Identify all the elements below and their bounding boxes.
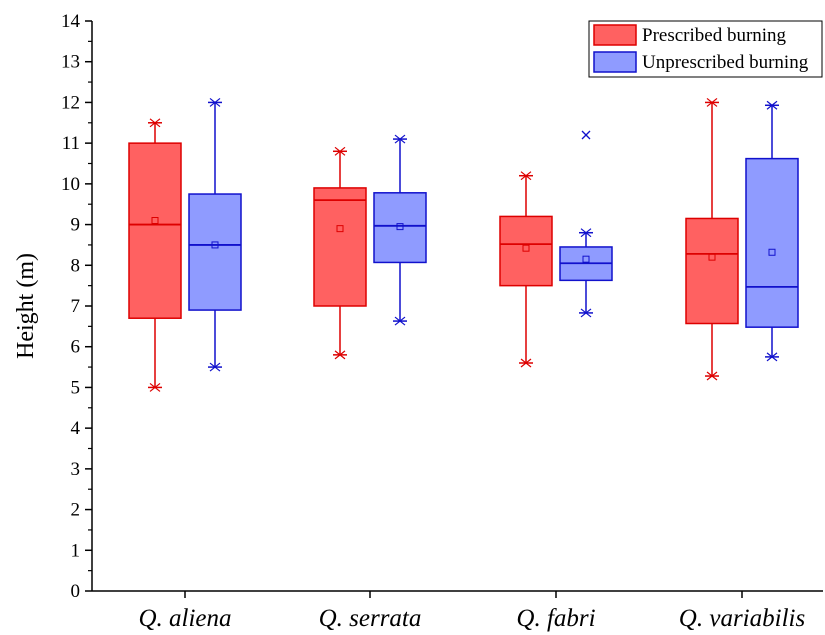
legend: Prescribed burning Unprescribed burning xyxy=(588,20,823,78)
box-1-3 xyxy=(745,100,799,362)
box-iqr xyxy=(745,157,799,328)
y-tick-label: 0 xyxy=(71,581,81,602)
whisker-cap-max xyxy=(579,228,593,238)
box-0-1 xyxy=(313,146,367,360)
box-iqr xyxy=(128,142,182,319)
y-tick-label: 7 xyxy=(71,296,81,317)
mean-marker xyxy=(708,253,716,261)
y-tick-label: 9 xyxy=(71,215,81,236)
y-tick-label: 5 xyxy=(71,377,81,398)
mean-marker xyxy=(336,225,344,233)
mean-marker xyxy=(582,255,590,263)
y-tick-label: 1 xyxy=(71,540,81,561)
box-iqr xyxy=(685,217,739,325)
box-0-2 xyxy=(499,171,553,368)
box-iqr xyxy=(313,187,367,307)
legend-label: Unprescribed burning xyxy=(642,52,809,73)
whisker-cap-min xyxy=(208,362,222,372)
y-tick-label: 8 xyxy=(71,255,81,276)
x-category-label: Q. fabri xyxy=(516,605,595,632)
legend-label: Prescribed burning xyxy=(642,25,787,46)
outlier-marker xyxy=(581,130,591,140)
y-tick-label: 2 xyxy=(71,500,81,521)
whisker-cap-min xyxy=(705,371,719,381)
whisker-cap-max xyxy=(393,134,407,144)
y-tick-label: 10 xyxy=(61,174,80,195)
y-tick-label: 12 xyxy=(61,92,80,113)
mean-marker xyxy=(396,223,404,231)
whisker-cap-max xyxy=(519,171,533,181)
whisker-cap-min xyxy=(333,350,347,360)
box-1-1 xyxy=(373,134,427,326)
y-tick-label: 11 xyxy=(62,133,80,154)
y-tick-label: 3 xyxy=(71,459,81,480)
mean-marker xyxy=(768,248,776,256)
x-category-label: Q. serrata xyxy=(319,605,422,632)
x-category-label: Q. aliena xyxy=(138,605,231,632)
whisker-cap-max xyxy=(208,97,222,107)
whisker-cap-max xyxy=(765,100,779,110)
whisker-cap-min xyxy=(519,358,533,368)
box-0-0 xyxy=(128,118,182,392)
legend-swatch xyxy=(593,51,637,73)
box-1-0 xyxy=(188,97,242,372)
whisker-cap-min xyxy=(765,352,779,362)
x-category-label: Q. variabilis xyxy=(679,605,805,632)
y-axis-title: Height (m) xyxy=(13,253,39,359)
box-iqr xyxy=(188,193,242,311)
y-tick-label: 13 xyxy=(61,52,80,73)
whisker-cap-min xyxy=(148,382,162,392)
y-tick-label: 14 xyxy=(61,11,81,32)
mean-marker xyxy=(211,241,219,249)
whisker-cap-min xyxy=(393,316,407,326)
y-tick-label: 4 xyxy=(71,418,81,439)
mean-marker xyxy=(151,217,159,224)
y-tick-label: 6 xyxy=(71,337,81,358)
whisker-cap-min xyxy=(579,308,593,318)
mean-marker xyxy=(522,244,530,252)
box-1-2 xyxy=(559,130,613,318)
box-plot-marks xyxy=(128,97,799,392)
whisker-cap-max xyxy=(705,97,719,107)
whisker-cap-max xyxy=(148,118,162,128)
box-iqr xyxy=(373,192,427,264)
whisker-cap-max xyxy=(333,146,347,156)
legend-swatch xyxy=(593,24,637,46)
box-0-3 xyxy=(685,97,739,381)
